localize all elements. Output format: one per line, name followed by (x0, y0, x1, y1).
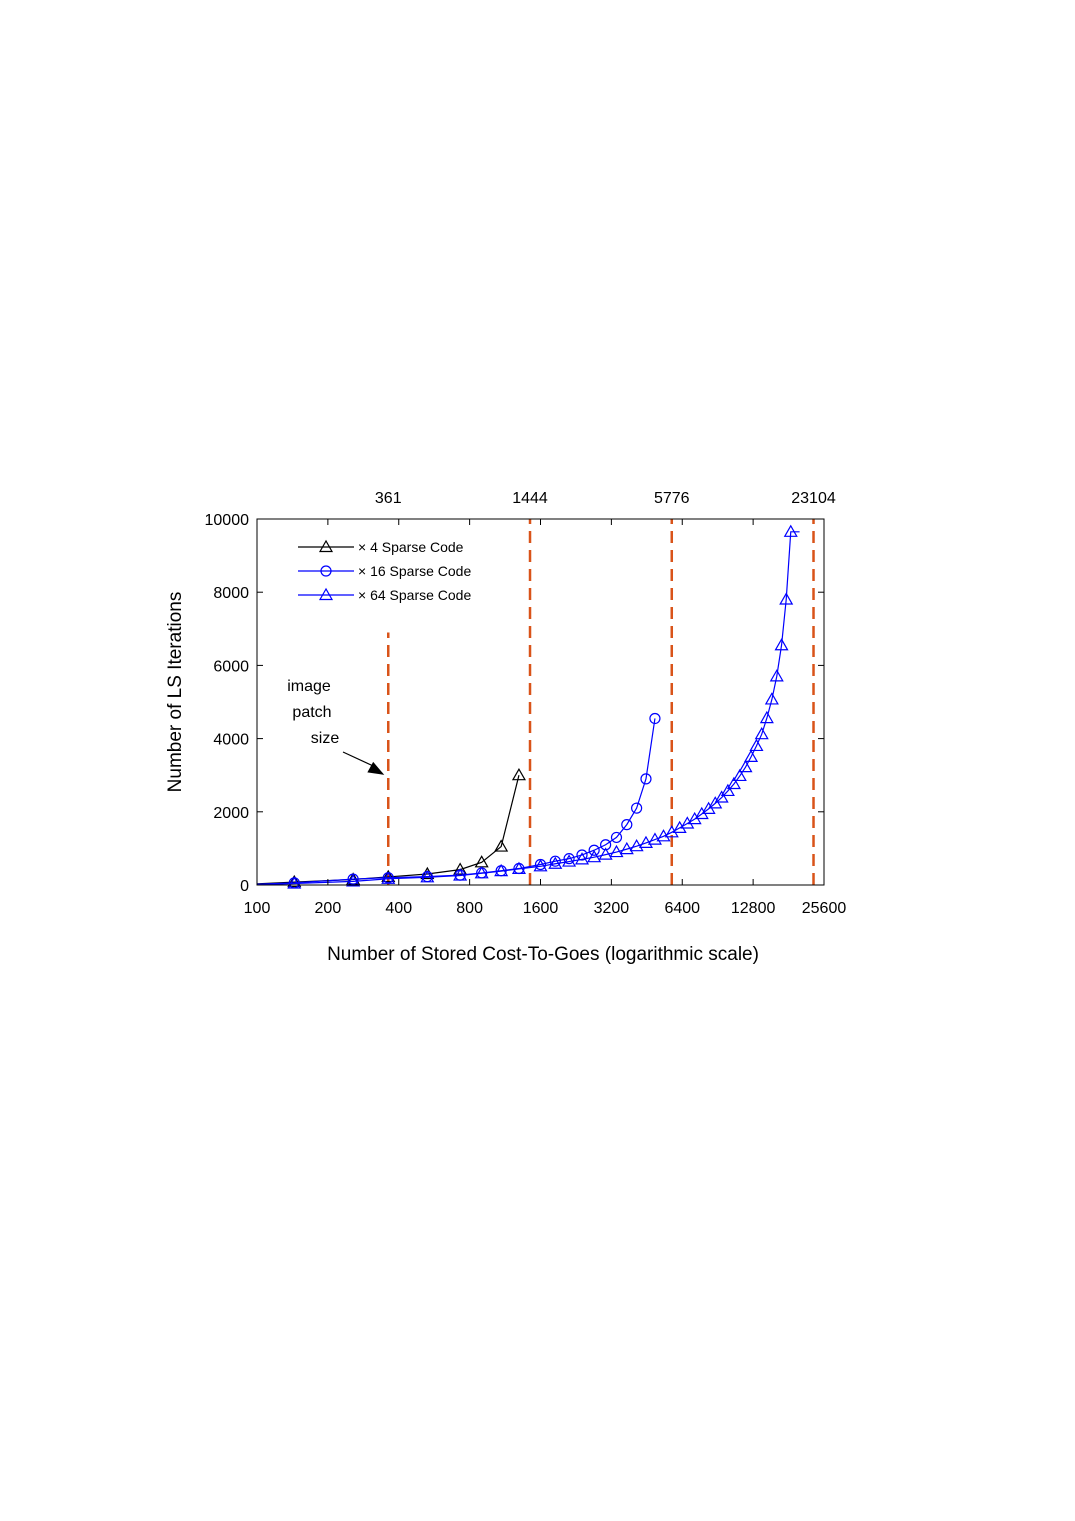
series-2-point-11 (562, 854, 577, 867)
series-2-point-7 (494, 863, 509, 877)
series-1-point-18 (640, 773, 652, 785)
series-2-point-32 (738, 759, 753, 773)
ticks: 100 200 400 800 1600 3200 6400 12800 25600 0 2000 4… (205, 512, 847, 917)
series-2-point-12 (574, 852, 590, 865)
legend-label-2: × 64 Sparse Code (358, 587, 471, 603)
series-2-point-5 (453, 868, 468, 881)
y-tick-label-2: 4000 (213, 732, 249, 749)
series-2-point-9 (533, 859, 548, 872)
plot-background (257, 519, 824, 885)
series-1-point-16 (621, 819, 633, 831)
series-2-point-38 (769, 669, 784, 682)
series-2-point-16 (619, 841, 634, 855)
series-1-point-17 (631, 802, 643, 814)
legend-marker-2 (318, 587, 334, 601)
series-2-point-30 (726, 776, 741, 790)
series-2-point-31 (732, 768, 747, 782)
series-0-point-8 (511, 767, 526, 781)
series-2-point-23 (680, 816, 695, 829)
legend-marker-0 (318, 539, 334, 553)
annotation: image patch size (287, 678, 385, 775)
series-2-point-22 (672, 820, 687, 834)
vline-label-361: 361 (375, 490, 402, 507)
series-2-point-2 (346, 874, 361, 887)
series-0-point-5 (453, 862, 468, 875)
y-tick-label-0: 0 (240, 878, 249, 895)
series-2-point-1 (287, 876, 302, 889)
series-1-point-15 (610, 831, 623, 844)
series-2-point-13 (587, 849, 602, 863)
vline-label-23104: 23104 (791, 490, 836, 507)
series-0-point-1 (287, 874, 302, 888)
x-tick-label-7: 12800 (731, 900, 776, 917)
x-tick-label-4: 1600 (523, 900, 559, 917)
series-2-point-4 (420, 870, 435, 883)
series-2-point-6 (474, 866, 489, 879)
x-tick-label-6: 6400 (664, 900, 700, 917)
series-2-point-14 (598, 847, 613, 860)
series-2-point-33 (744, 749, 759, 763)
series-1-point-11 (563, 853, 575, 865)
series-2-point-34 (749, 738, 764, 752)
series-2-point-18 (638, 835, 654, 849)
x-axis-label: Number of Stored Cost-To-Goes (logarithm… (327, 944, 759, 965)
series-1-point-10 (549, 855, 561, 867)
series-2-point-40 (779, 592, 794, 605)
series-0-point-7 (494, 839, 509, 852)
legend: × 4 Sparse Code × 16 Sparse Code × 64 Spar… (298, 539, 471, 603)
y-tick-label-5: 10000 (205, 512, 250, 529)
series-1-point-13 (588, 844, 600, 856)
series-2-point-37 (764, 692, 779, 705)
x-tick-label-0: 100 (244, 900, 271, 917)
series-1-point-19 (649, 712, 661, 725)
y-axis-label: Number of LS Iterations (165, 592, 186, 793)
series-2-point-17 (629, 838, 644, 852)
x-tick-label-8: 25600 (802, 900, 847, 917)
legend-marker-1 (320, 565, 332, 577)
plot-area (257, 519, 824, 885)
y-tick-label-1: 2000 (213, 805, 249, 822)
series-2-point-15 (609, 844, 624, 858)
legend-label-0: × 4 Sparse Code (358, 539, 464, 555)
series-2-point-27 (708, 796, 723, 809)
annotation-line-1: patch (292, 704, 331, 721)
series-2-point-29 (720, 783, 735, 797)
series-2-point-39 (774, 638, 789, 651)
y-tick-label-4: 8000 (213, 585, 249, 602)
series-2-point-28 (714, 790, 729, 803)
series-2-point-36 (759, 710, 774, 724)
x-tick-label-5: 3200 (594, 900, 630, 917)
x-tick-label-3: 800 (456, 900, 483, 917)
vline-label-5776: 5776 (654, 490, 690, 507)
annotation-line-2: size (311, 730, 340, 747)
y-tick-label-3: 6000 (213, 658, 249, 675)
x-tick-label-2: 400 (385, 900, 412, 917)
series-group (256, 524, 800, 889)
series-2-point-35 (754, 726, 769, 740)
series-line-1 (256, 718, 656, 885)
series-2-point-3 (381, 871, 396, 884)
vline-label-1444: 1444 (512, 490, 548, 507)
legend-label-1: × 16 Sparse Code (358, 563, 471, 579)
series-2-point-41 (783, 524, 798, 537)
series-2-point-19 (647, 832, 662, 845)
series-2-point-8 (511, 861, 526, 874)
annotation-line-0: image (287, 678, 331, 695)
series-2-point-10 (548, 856, 563, 869)
vertical-markers: 361 1444 5776 23104 (375, 490, 836, 885)
annotation-arrow-head (367, 761, 385, 775)
series-0-point-3 (381, 869, 396, 883)
x-tick-label-1: 200 (315, 900, 342, 917)
